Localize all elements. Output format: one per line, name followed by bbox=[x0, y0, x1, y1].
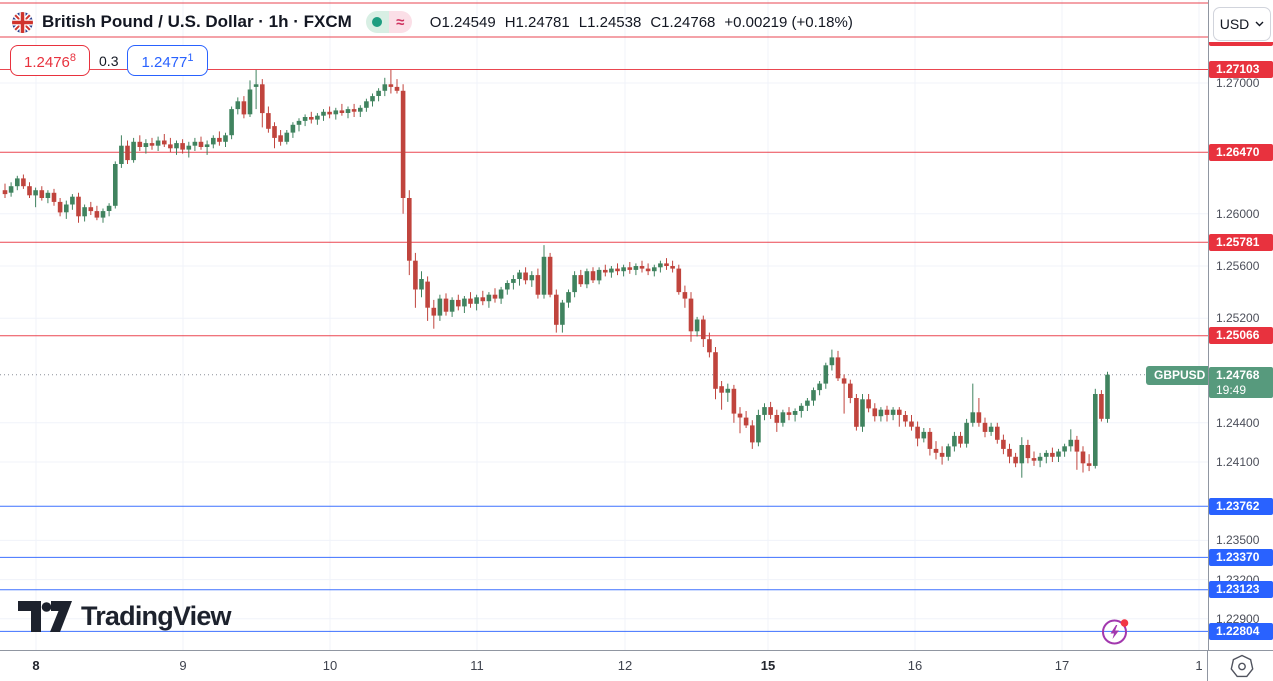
delayed-data-icon: ≈ bbox=[388, 11, 412, 33]
price-axis-label: 1.24400 bbox=[1216, 415, 1260, 430]
symbol-title[interactable]: British Pound / U.S. Dollar · 1h · FXCM bbox=[42, 12, 352, 31]
support-price-badge: 1.22804 bbox=[1209, 622, 1273, 640]
time-axis-label: 1 bbox=[1195, 658, 1203, 673]
price-axis-label: 1.23500 bbox=[1216, 533, 1260, 548]
market-open-icon bbox=[365, 11, 389, 33]
time-axis-label: 10 bbox=[322, 658, 338, 673]
time-axis-label: 11 bbox=[470, 658, 484, 673]
price-axis-label: 1.22900 bbox=[1216, 611, 1260, 626]
market-status-pill[interactable]: ≈ bbox=[365, 11, 412, 33]
gb-flag-icon bbox=[12, 11, 33, 33]
ohlc-values: O1.24549 H1.24781 L1.24538 C1.24768 +0.0… bbox=[430, 14, 862, 31]
axis-corner-separator bbox=[1207, 651, 1208, 681]
resistance-price-badge: 1.25066 bbox=[1209, 327, 1273, 345]
ohlc-low: L1.24538 bbox=[578, 13, 642, 31]
axis-toolbar: USD bbox=[1209, 0, 1273, 42]
symbol-tag: GBPUSD bbox=[1146, 366, 1214, 385]
price-axis-label: 1.26000 bbox=[1216, 206, 1260, 221]
price-axis-label: 1.25600 bbox=[1216, 259, 1260, 273]
ohlc-open: O1.24549 bbox=[429, 13, 496, 31]
support-price-badge: 1.23123 bbox=[1209, 581, 1273, 599]
resistance-price-badge: 1.26470 bbox=[1209, 143, 1273, 161]
time-axis-label: 8 bbox=[32, 658, 40, 673]
chevron-down-icon bbox=[1255, 21, 1264, 27]
current-price-value: 1.24768 bbox=[1216, 367, 1260, 382]
current-price-badge: 1.24768 19:49 bbox=[1209, 366, 1273, 398]
candles-group bbox=[2, 69, 1110, 478]
price-axis-label: 1.25200 bbox=[1216, 311, 1260, 326]
axis-settings-icon[interactable] bbox=[1228, 653, 1256, 680]
resistance-price-badge: 1.27103 bbox=[1209, 61, 1273, 78]
time-axis-label: 17 bbox=[1054, 658, 1070, 673]
time-axis-label: 15 bbox=[760, 658, 776, 673]
time-axis-label: 12 bbox=[617, 658, 633, 673]
alert-lightning-icon[interactable] bbox=[1100, 616, 1132, 648]
currency-button[interactable]: USD bbox=[1213, 7, 1271, 41]
sell-bid-button[interactable]: 1.24768 bbox=[10, 45, 91, 76]
price-axis-label: 1.27000 bbox=[1216, 76, 1260, 90]
ohlc-high: H1.24781 bbox=[504, 13, 570, 31]
ohlc-change: +0.00219 (+0.18%) bbox=[724, 13, 853, 31]
tradingview-logo-text: TradingView bbox=[81, 601, 232, 631]
notification-dot bbox=[1120, 619, 1129, 627]
chart-legend: British Pound / U.S. Dollar · 1h · FXCM … bbox=[12, 11, 862, 33]
price-axis-label: 1.24100 bbox=[1216, 455, 1260, 469]
time-axis[interactable]: 8 9 10 11 12 15 16 17 1 bbox=[0, 650, 1273, 681]
time-axis-label: 9 bbox=[179, 658, 187, 673]
support-price-badge: 1.23370 bbox=[1209, 548, 1273, 566]
buy-ask-button[interactable]: 1.24771 bbox=[127, 45, 208, 76]
currency-button-label: USD bbox=[1219, 16, 1250, 32]
candlestick-chart[interactable] bbox=[0, 0, 1208, 650]
support-price-badge: 1.23762 bbox=[1209, 497, 1273, 515]
spread-label: 0.3 bbox=[99, 52, 119, 69]
tradingview-logo[interactable]: TradingView bbox=[18, 601, 232, 632]
bar-countdown: 19:49 bbox=[1216, 382, 1247, 397]
tradingview-logo-icon bbox=[18, 601, 72, 632]
quote-widget: 1.24768 0.3 1.24771 bbox=[10, 45, 208, 76]
resistance-price-badge: 1.25781 bbox=[1209, 233, 1273, 251]
price-axis[interactable]: 1.27000 1.26000 1.25600 1.25200 1.24400 1.241… bbox=[1208, 0, 1273, 650]
time-axis-label: 16 bbox=[907, 658, 923, 673]
ohlc-close: C1.24768 bbox=[650, 13, 716, 31]
